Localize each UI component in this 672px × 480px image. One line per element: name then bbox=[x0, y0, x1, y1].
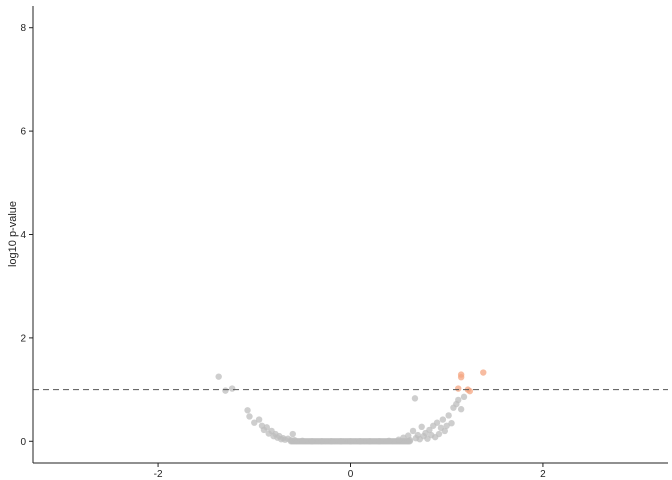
data-point bbox=[228, 385, 236, 392]
y-axis-title: log10 p-value bbox=[7, 201, 19, 267]
data-point bbox=[244, 407, 251, 414]
data-point bbox=[433, 419, 441, 426]
data-point bbox=[439, 416, 447, 423]
data-point bbox=[366, 438, 373, 445]
data-point bbox=[455, 385, 462, 392]
data-point bbox=[435, 430, 443, 438]
data-point bbox=[443, 422, 450, 429]
data-point bbox=[480, 369, 487, 376]
data-point bbox=[289, 430, 296, 438]
data-point bbox=[215, 373, 222, 380]
data-point bbox=[409, 427, 417, 435]
data-point bbox=[299, 437, 306, 444]
y-tick-label: 0 bbox=[20, 437, 26, 448]
data-point bbox=[406, 437, 414, 444]
data-point bbox=[385, 437, 393, 444]
x-tick-label: 2 bbox=[540, 469, 546, 480]
y-ticks: 0 2 4 6 8 bbox=[20, 23, 33, 448]
x-ticks: -2 0 2 bbox=[154, 463, 546, 480]
data-point bbox=[263, 424, 270, 431]
data-point bbox=[291, 437, 298, 444]
data-point bbox=[376, 438, 383, 445]
data-point bbox=[222, 387, 229, 394]
y-tick-label: 4 bbox=[20, 230, 26, 241]
data-point bbox=[448, 419, 455, 427]
data-point bbox=[308, 438, 316, 445]
points-layer bbox=[215, 369, 487, 445]
data-point bbox=[441, 427, 448, 435]
data-point bbox=[418, 423, 425, 431]
data-point bbox=[460, 393, 468, 401]
data-point bbox=[395, 436, 402, 443]
x-tick-label: -2 bbox=[154, 469, 163, 480]
data-point bbox=[457, 373, 465, 381]
data-point bbox=[246, 413, 253, 420]
data-point bbox=[466, 387, 474, 395]
data-point bbox=[356, 438, 364, 445]
data-point bbox=[445, 412, 452, 419]
data-point bbox=[457, 406, 465, 413]
data-point bbox=[426, 426, 433, 434]
x-tick-label: 0 bbox=[348, 469, 354, 480]
data-point bbox=[400, 434, 407, 441]
data-point bbox=[411, 395, 419, 402]
data-point bbox=[318, 438, 325, 445]
data-point bbox=[337, 438, 345, 445]
data-point bbox=[455, 396, 462, 404]
data-point bbox=[255, 416, 263, 423]
data-point bbox=[251, 419, 258, 426]
y-tick-label: 8 bbox=[20, 23, 26, 34]
y-tick-label: 2 bbox=[20, 333, 26, 344]
data-point bbox=[328, 438, 335, 445]
y-tick-label: 6 bbox=[20, 127, 26, 138]
data-point bbox=[347, 438, 354, 445]
